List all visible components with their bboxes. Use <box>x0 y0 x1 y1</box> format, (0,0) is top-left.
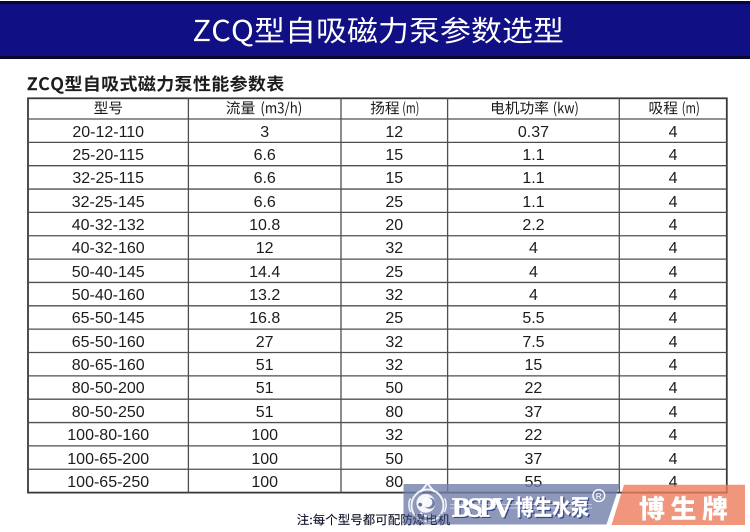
svg-text:BSPV: BSPV <box>452 492 513 523</box>
svg-text:R: R <box>596 491 602 501</box>
